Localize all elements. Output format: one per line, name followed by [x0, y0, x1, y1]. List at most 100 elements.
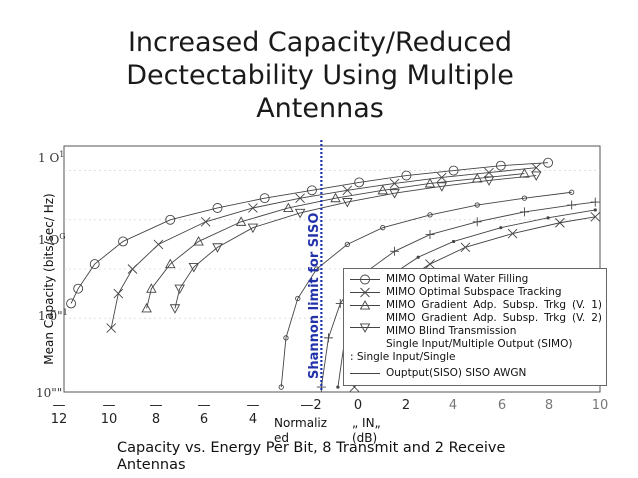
- legend-symbol-x: [350, 287, 380, 298]
- series-2-point-6: [330, 192, 341, 203]
- legend-label: MIMO Optimal Subspace Tracking: [386, 286, 562, 298]
- slide-caption: Capacity vs. Energy Per Bit, 8 Transmit …: [117, 440, 506, 473]
- series-1-point-4: [200, 216, 211, 227]
- series-2-point-4: [235, 216, 247, 226]
- series-3-point-6: [342, 198, 353, 208]
- series-3-point-2: [188, 262, 200, 273]
- series-6-point-5: [452, 239, 456, 244]
- x-dash-3: —: [197, 398, 211, 413]
- x-tick-7: 2: [401, 398, 411, 413]
- series-4-point-1: [283, 335, 289, 341]
- series-4-point-0: [278, 384, 284, 390]
- y-tick-sup: 1: [59, 150, 65, 159]
- series-4-point-8: [521, 195, 528, 201]
- y-tick-label: 10"": [36, 386, 63, 400]
- series-4-line: [280, 191, 572, 388]
- series-0-point-7: [306, 185, 317, 196]
- series-3-point-8: [436, 182, 448, 192]
- series-3-point-4: [247, 223, 259, 234]
- series-3-point-9: [483, 176, 495, 186]
- series-4-point-7: [474, 202, 480, 208]
- series-0-point-1: [73, 283, 84, 294]
- slide-title: Increased Capacity/Reduced Dectectabilit…: [126, 27, 514, 124]
- series-1-point-0: [106, 323, 117, 333]
- legend-extra: : Single Input/Single: [350, 351, 456, 363]
- series-1-point-1: [113, 288, 124, 299]
- series-1-point-6: [295, 193, 305, 203]
- series-0-point-3: [118, 236, 128, 247]
- series-2-point-0: [141, 302, 152, 313]
- legend-marker: [359, 300, 371, 310]
- legend-label: MIMO Gradient Adp. Subsp. Trkg (V. 1) MI…: [386, 299, 602, 337]
- x-axis-label-part2: „ IN„ (dB): [352, 416, 381, 445]
- series-0-point-0: [66, 298, 77, 309]
- series-2-point-9: [471, 173, 483, 183]
- series-0-point-2: [89, 259, 100, 270]
- series-3-point-10: [530, 171, 542, 181]
- series-4-point-5: [380, 225, 386, 231]
- series-6-point-4: [416, 255, 420, 259]
- legend-label: Single Input/Multiple Output (SIMO): [386, 338, 573, 350]
- series-2-point-5: [283, 202, 294, 213]
- series-6-point-7: [546, 216, 550, 220]
- series-7-point-7: [555, 217, 565, 228]
- x-tick-11: 10: [591, 398, 609, 413]
- series-2-point-8: [424, 177, 436, 188]
- x-dash-0: —: [52, 398, 66, 413]
- x-dash-1: —: [102, 398, 116, 413]
- legend-marker: [360, 274, 370, 285]
- series-3-point-3: [212, 243, 223, 253]
- series-4-point-2: [295, 295, 301, 302]
- series-3-point-1: [174, 284, 185, 295]
- series-5-line: [320, 201, 596, 388]
- x-tick-6: 0: [353, 398, 363, 413]
- series-4-point-3: [314, 266, 320, 272]
- series-1-line: [110, 167, 537, 329]
- series-1-point-10: [484, 167, 494, 178]
- x-axis-label-part1: Normaliz ed: [274, 416, 328, 445]
- y-tick-label: 1 0": [38, 309, 63, 323]
- series-1-point-11: [531, 162, 542, 173]
- series-4-point-9: [569, 189, 575, 195]
- series-0-point-10: [448, 165, 459, 176]
- y-tick-sup: 1: [62, 308, 68, 317]
- series-0-point-12: [543, 157, 554, 168]
- series-2-point-2: [164, 258, 176, 269]
- x-tick-3: 6: [199, 412, 209, 427]
- x-tick-8: 4: [448, 398, 458, 413]
- legend-symbol-circle: [350, 274, 380, 285]
- series-0-point-11: [495, 160, 506, 171]
- series-3-point-0: [169, 304, 181, 314]
- series-2-point-1: [146, 283, 157, 293]
- series-7-point-8: [590, 212, 601, 222]
- series-7-point-5: [460, 242, 471, 253]
- legend-label: Ouptput(SISO) SISO AWGN: [386, 367, 527, 379]
- series-5-point-1: [323, 333, 333, 343]
- y-tick-1: 1 OG: [38, 232, 66, 247]
- x-tick-1: 10: [100, 412, 118, 427]
- legend-marker: [359, 323, 371, 333]
- series-5-point-6: [472, 217, 482, 227]
- x-tick-0: 12: [50, 412, 68, 427]
- x-tick-2: 8: [151, 412, 161, 427]
- y-tick-sup: G: [59, 232, 66, 241]
- legend-symbol-triangle-down: [350, 323, 380, 333]
- series-6-point-6: [499, 226, 503, 230]
- series-3-point-5: [294, 208, 306, 219]
- series-0-point-5: [212, 203, 223, 213]
- x-dash-2: —: [149, 398, 163, 413]
- series-1-point-9: [436, 172, 447, 183]
- legend-label: MIMO Optimal Water Filling: [386, 273, 529, 285]
- series-0-point-9: [401, 170, 412, 181]
- series-5-point-7: [519, 207, 529, 217]
- series-7-point-6: [507, 228, 518, 239]
- series-5-point-0: [316, 382, 326, 392]
- series-6-point-8: [593, 208, 597, 212]
- series-5-point-9: [590, 197, 600, 207]
- y-tick-0: 1 O1: [38, 150, 64, 165]
- series-6-point-0: [336, 385, 340, 389]
- series-5-point-8: [567, 200, 577, 210]
- series-1-point-3: [153, 239, 164, 250]
- series-2-point-7: [377, 184, 389, 195]
- series-1-point-5: [248, 203, 258, 213]
